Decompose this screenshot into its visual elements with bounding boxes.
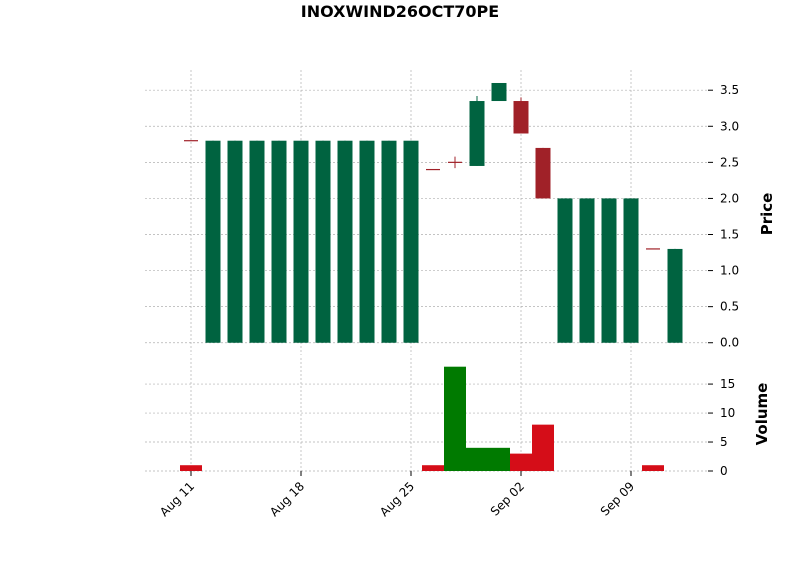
volume-tick-label: 0: [720, 464, 728, 478]
volume-tick-label: 5: [720, 435, 728, 449]
volume-bar: [466, 447, 488, 471]
chart-title: INOXWIND26OCT70PE: [301, 2, 499, 21]
candle-body: [249, 140, 265, 343]
candle-body: [491, 82, 507, 102]
volume-bar: [422, 465, 444, 471]
y-tick-label: 0.5: [720, 300, 739, 314]
volume-axis-label: Volume: [753, 383, 771, 446]
x-tick-label: Aug 18: [267, 479, 307, 519]
candle-body: [359, 140, 375, 343]
y-tick-label: 2.5: [720, 155, 739, 169]
y-tick-label: 0.0: [720, 336, 739, 350]
volume-bar: [180, 465, 202, 471]
y-tick-label: 3.0: [720, 119, 739, 133]
candle-body: [579, 198, 595, 343]
candle-body: [293, 140, 309, 343]
candle-body: [535, 147, 551, 199]
candle-body: [227, 140, 243, 343]
candle-body: [337, 140, 353, 343]
volume-tick-label: 15: [720, 377, 735, 391]
volume-bar: [532, 424, 554, 471]
candle-body: [469, 101, 485, 166]
candle-body: [403, 140, 419, 343]
candle-body: [601, 198, 617, 343]
candle-body: [205, 140, 221, 343]
x-tick-label: Aug 25: [377, 479, 417, 519]
candle-body: [623, 198, 639, 343]
candle-body: [557, 198, 573, 343]
candle-body: [271, 140, 287, 343]
volume-bar: [510, 453, 532, 471]
candle-body: [381, 140, 397, 343]
x-tick-label: Sep 02: [488, 479, 527, 518]
x-tick-label: Aug 11: [157, 479, 197, 519]
y-tick-label: 2.0: [720, 191, 739, 205]
y-tick-label: 1.5: [720, 228, 739, 242]
y-tick-label: 3.5: [720, 83, 739, 97]
volume-bar: [444, 366, 466, 471]
volume-bar: [642, 465, 664, 471]
volume-tick-label: 10: [720, 406, 735, 420]
x-tick-label: Sep 09: [598, 479, 637, 518]
y-tick-label: 1.0: [720, 264, 739, 278]
volume-bar: [488, 447, 510, 471]
candle-body: [513, 101, 529, 134]
y-axis-label: Price: [758, 193, 776, 236]
candle-body: [315, 140, 331, 343]
candle-body: [667, 248, 683, 343]
